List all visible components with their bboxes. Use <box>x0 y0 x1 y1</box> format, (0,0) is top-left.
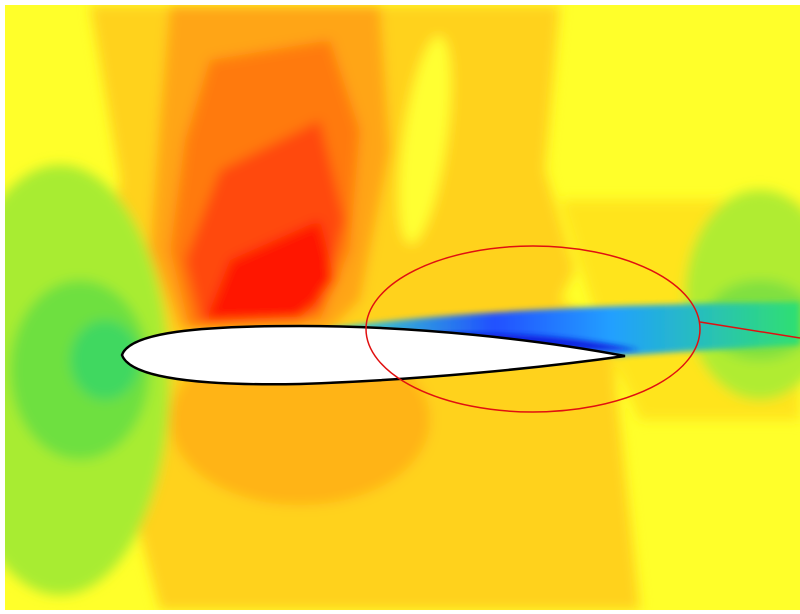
contour-field <box>0 5 800 610</box>
flow-contour-image <box>0 0 800 614</box>
